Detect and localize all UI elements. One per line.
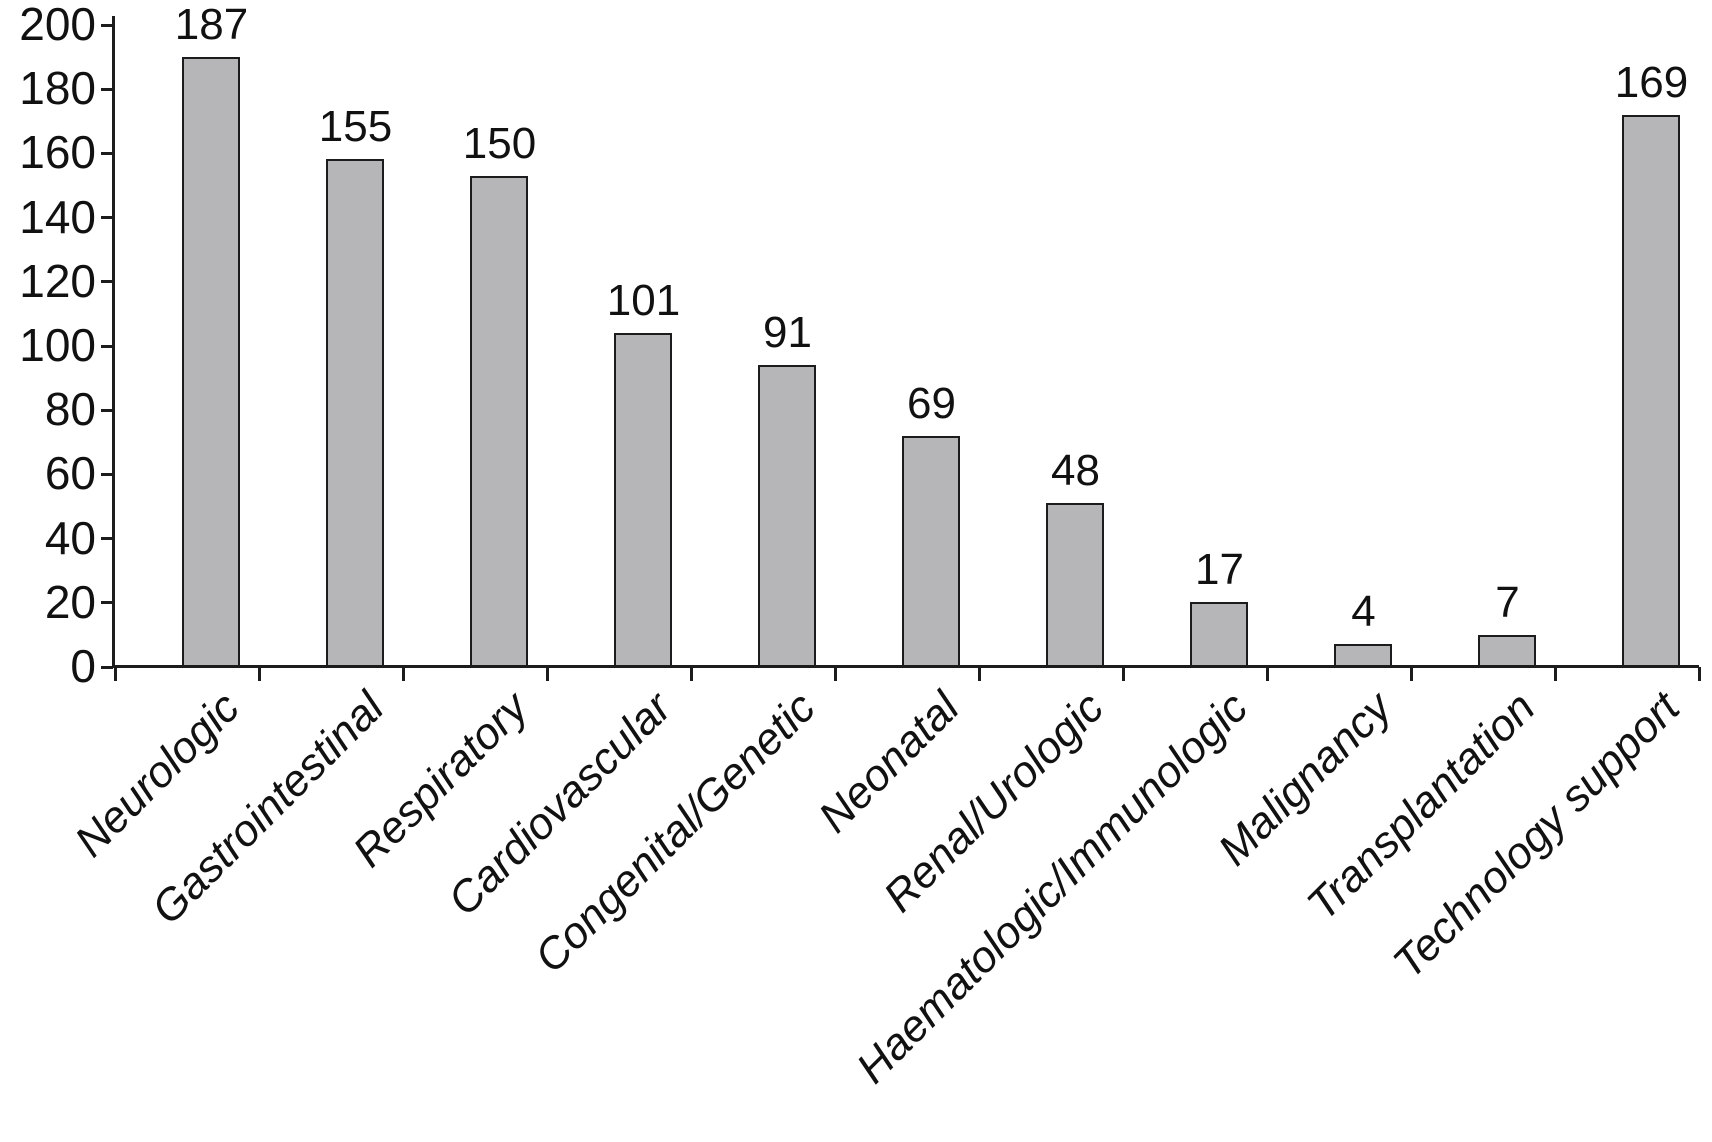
bar bbox=[1478, 634, 1537, 667]
bar bbox=[614, 332, 673, 667]
bar bbox=[902, 435, 961, 667]
x-axis-tick bbox=[257, 667, 261, 681]
bar-value-label: 48 bbox=[1050, 445, 1100, 495]
bar bbox=[1046, 502, 1105, 667]
x-axis-category-label: Technology support bbox=[1383, 682, 1690, 988]
y-axis-tick-label: 60 bbox=[44, 447, 96, 500]
bar bbox=[326, 159, 385, 667]
bar-value-label: 150 bbox=[462, 118, 537, 168]
x-axis-tick bbox=[689, 667, 693, 681]
y-axis-tick bbox=[101, 87, 113, 91]
y-axis-tick-label: 20 bbox=[44, 575, 96, 628]
x-axis-tick bbox=[1121, 667, 1125, 681]
y-axis-tick bbox=[101, 472, 113, 476]
bar bbox=[182, 56, 241, 667]
y-axis-tick-label: 160 bbox=[19, 126, 96, 179]
x-axis-tick bbox=[1265, 667, 1269, 681]
y-axis-tick-label: 140 bbox=[19, 190, 96, 243]
bar-value-label: 4 bbox=[1351, 587, 1376, 637]
y-axis-tick-label: 0 bbox=[70, 640, 96, 693]
y-axis-tick-label: 40 bbox=[44, 511, 96, 564]
bar bbox=[470, 175, 529, 667]
x-axis-tick bbox=[113, 667, 117, 681]
y-axis-tick bbox=[101, 665, 113, 669]
bar bbox=[1334, 644, 1393, 667]
x-axis-tick bbox=[401, 667, 405, 681]
y-axis-tick-label: 120 bbox=[19, 254, 96, 307]
x-axis-tick bbox=[1553, 667, 1557, 681]
bar-value-label: 169 bbox=[1614, 57, 1689, 107]
y-axis-tick bbox=[101, 344, 113, 348]
bar bbox=[758, 364, 817, 667]
x-axis-tick bbox=[977, 667, 981, 681]
x-axis-tick bbox=[1409, 667, 1413, 681]
y-axis-tick bbox=[101, 23, 113, 27]
y-axis-tick-label: 100 bbox=[19, 319, 96, 372]
bar-value-label: 69 bbox=[906, 378, 956, 428]
bar bbox=[1622, 114, 1681, 667]
y-axis-tick-label: 80 bbox=[44, 383, 96, 436]
bar-value-label: 17 bbox=[1194, 545, 1244, 595]
y-axis-tick-label: 180 bbox=[19, 62, 96, 115]
y-axis-tick bbox=[101, 280, 113, 284]
y-axis-tick-label: 200 bbox=[19, 0, 96, 51]
x-axis-tick bbox=[833, 667, 837, 681]
bar-value-label: 91 bbox=[762, 307, 812, 357]
x-axis-tick bbox=[545, 667, 549, 681]
y-axis-tick bbox=[101, 216, 113, 220]
bar-value-label: 187 bbox=[174, 0, 249, 49]
bar bbox=[1190, 602, 1249, 667]
x-axis-tick bbox=[1697, 667, 1701, 681]
y-axis-tick bbox=[101, 537, 113, 541]
x-axis-category-label: Congenital/Genetic bbox=[525, 682, 826, 983]
y-axis-tick bbox=[101, 151, 113, 155]
bar-value-label: 101 bbox=[606, 275, 681, 325]
y-axis-tick bbox=[101, 408, 113, 412]
y-axis-tick bbox=[101, 601, 113, 605]
bar-value-label: 7 bbox=[1495, 577, 1520, 627]
y-axis-line bbox=[112, 16, 115, 668]
bar-value-label: 155 bbox=[318, 102, 393, 152]
